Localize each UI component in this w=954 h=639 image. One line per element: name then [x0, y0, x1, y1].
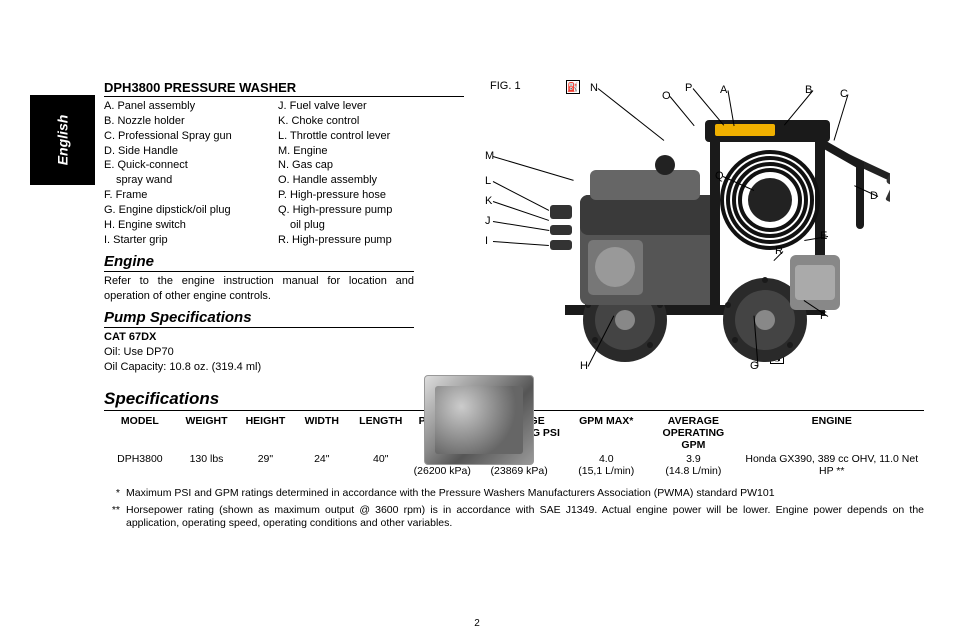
language-label: English — [55, 115, 71, 166]
pump-image — [424, 375, 534, 465]
callout-i: I — [485, 235, 488, 247]
callout-k: K — [485, 195, 492, 207]
parts-item: B. Nozzle holder — [104, 114, 264, 129]
pump-oil: Oil: Use DP70 — [104, 345, 464, 360]
parts-item: R. High-pressure pump — [278, 233, 448, 248]
table-header: MODEL — [104, 414, 176, 452]
pump-specs: CAT 67DX Oil: Use DP70 Oil Capacity: 10.… — [104, 330, 464, 375]
cell-weight: 130 lbs — [176, 452, 238, 479]
cell-height: 29" — [237, 452, 293, 479]
parts-item: spray wand — [104, 173, 264, 188]
engine-heading: Engine — [104, 253, 414, 272]
parts-item: D. Side Handle — [104, 144, 264, 159]
figure-label: FIG. 1 — [490, 80, 521, 92]
cell-width: 24" — [294, 452, 350, 479]
parts-item: J. Fuel valve lever — [278, 99, 448, 114]
table-header: WIDTH — [294, 414, 350, 452]
product-title: DPH3800 PRESSURE WASHER — [104, 80, 464, 97]
parts-item: O. Handle assembly — [278, 173, 448, 188]
parts-item: I. Starter grip — [104, 233, 264, 248]
footnote-2: ** Horsepower rating (shown as maximum o… — [104, 504, 924, 530]
cell-model: DPH3800 — [104, 452, 176, 479]
parts-item: C. Professional Spray gun — [104, 129, 264, 144]
table-header: HEIGHT — [237, 414, 293, 452]
parts-item: H. Engine switch — [104, 218, 264, 233]
callout-a: A — [720, 84, 727, 96]
language-tab: English — [30, 95, 95, 185]
footnotes: * Maximum PSI and GPM ratings determined… — [104, 487, 924, 530]
engine-paragraph: Refer to the engine instruction manual f… — [104, 274, 414, 303]
left-column: DPH3800 PRESSURE WASHER A. Panel assembl… — [104, 80, 464, 375]
cell-avggpm: 3.9 (14.8 L/min) — [647, 452, 739, 479]
parts-item: P. High-pressure hose — [278, 188, 448, 203]
callout-l: L — [485, 175, 491, 187]
table-header: ENGINE — [740, 414, 925, 452]
parts-item: L. Throttle control lever — [278, 129, 448, 144]
table-header: WEIGHT — [176, 414, 238, 452]
parts-item: N. Gas cap — [278, 158, 448, 173]
parts-item: K. Choke control — [278, 114, 448, 129]
table-header: GPM MAX* — [565, 414, 647, 452]
table-header: AVERAGE OPERATING GPM — [647, 414, 739, 452]
gas-icon: ⛽ — [566, 80, 580, 94]
figure-1: FIG. 1 ⛽ 🛢 — [470, 70, 930, 370]
parts-item: A. Panel assembly — [104, 99, 264, 114]
pump-heading: Pump Specifications — [104, 309, 414, 328]
pressure-washer-illustration — [520, 105, 890, 365]
parts-list: A. Panel assemblyB. Nozzle holderC. Prof… — [104, 99, 464, 247]
cell-length: 40" — [350, 452, 412, 479]
parts-col-1: A. Panel assemblyB. Nozzle holderC. Prof… — [104, 99, 264, 247]
parts-item: Q. High-pressure pump — [278, 203, 448, 218]
cell-gpmmax: 4.0 (15,1 L/min) — [565, 452, 647, 479]
parts-item: M. Engine — [278, 144, 448, 159]
pump-capacity: Oil Capacity: 10.8 oz. (319.4 ml) — [104, 360, 464, 375]
footnote-1: * Maximum PSI and GPM ratings determined… — [104, 487, 924, 500]
parts-item: F. Frame — [104, 188, 264, 203]
parts-item: G. Engine dipstick/oil plug — [104, 203, 264, 218]
callout-j: J — [485, 215, 491, 227]
parts-item: oil plug — [278, 218, 448, 233]
callout-p: P — [685, 82, 692, 94]
page-number: 2 — [0, 618, 954, 629]
table-header: LENGTH — [350, 414, 412, 452]
parts-item: E. Quick-connect — [104, 158, 264, 173]
parts-col-2: J. Fuel valve leverK. Choke controlL. Th… — [278, 99, 448, 247]
cell-engine: Honda GX390, 389 cc OHV, 11.0 Net HP ** — [740, 452, 925, 479]
pump-model: CAT 67DX — [104, 330, 464, 345]
